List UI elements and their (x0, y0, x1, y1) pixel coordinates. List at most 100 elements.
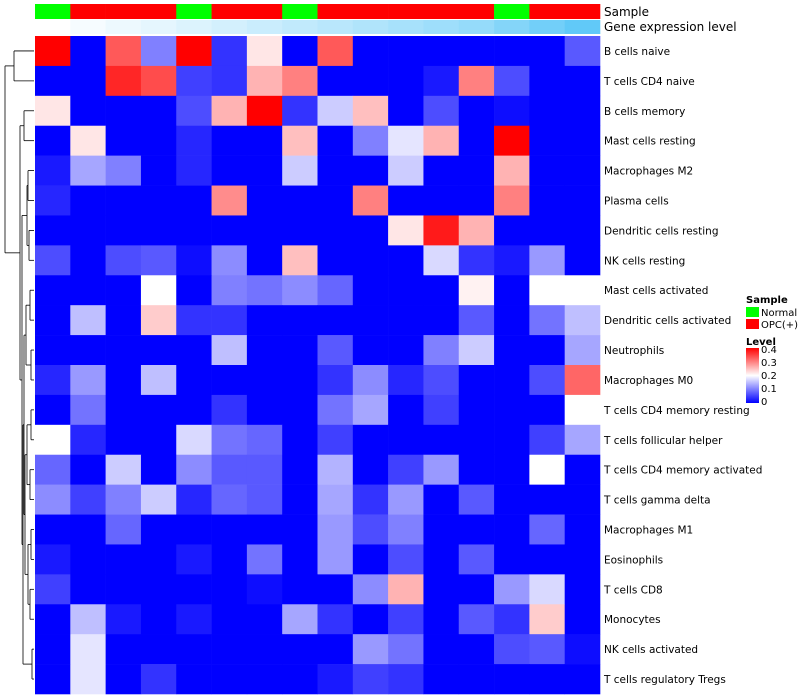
heatmap-cell (423, 305, 460, 336)
heatmap-cell (246, 305, 283, 336)
heatmap-cell (282, 394, 318, 426)
heatmap-cell (317, 394, 354, 426)
heatmap-cell (70, 36, 106, 67)
heatmap-cell (70, 454, 106, 485)
heatmap-cell (388, 664, 424, 695)
heatmap-cell (246, 634, 283, 665)
row-dendrogram (4, 50, 34, 680)
row-label: Macrophages M2 (604, 166, 693, 178)
heatmap-cell (35, 95, 71, 127)
heatmap-cell (494, 335, 530, 366)
heatmap-cell (282, 424, 318, 456)
row-label: T cells regulatory Tregs (603, 674, 726, 686)
heatmap-cell (564, 394, 601, 426)
heatmap-cell (458, 544, 495, 575)
heatmap-cell (494, 484, 530, 515)
sample-annotation-cell (105, 4, 142, 19)
heatmap-cell (494, 454, 530, 485)
heatmap-cell (564, 574, 601, 605)
heatmap-cell (140, 484, 177, 515)
heatmap-cell (35, 664, 71, 695)
heatmap-cell (388, 514, 424, 545)
heatmap-cell (282, 664, 318, 695)
level-colorbar (746, 348, 759, 403)
heatmap-cell (352, 215, 389, 246)
heatmap-cell (211, 155, 248, 186)
level-tick-0.2: 0.2 (761, 371, 777, 382)
row-label: T cells gamma delta (603, 495, 711, 507)
sample-annotation-cell (176, 4, 212, 19)
heatmap-cell (564, 245, 601, 276)
heatmap-cell (105, 155, 142, 186)
heatmap-cell (352, 484, 389, 515)
heatmap-cell (388, 155, 424, 186)
heatmap-cell (564, 185, 601, 216)
heatmap-cell (388, 185, 424, 216)
sample-legend: Sample Normal OPC(+) (746, 295, 798, 331)
heatmap-cell (140, 604, 177, 635)
heatmap-cell (423, 215, 460, 246)
sample-track-label: Sample (604, 5, 649, 19)
heatmap-cell (211, 65, 248, 97)
row-label: Macrophages M0 (604, 375, 693, 387)
heatmap-cell (494, 36, 530, 67)
expression-annotation-cell (70, 20, 106, 34)
heatmap-cell (352, 574, 389, 605)
heatmap-cell (246, 335, 283, 366)
heatmap-cell (494, 514, 530, 545)
heatmap-cell (211, 634, 248, 665)
heatmap-cell (282, 125, 318, 156)
heatmap-cell (494, 245, 530, 276)
heatmap-cell (282, 65, 318, 97)
heatmap-cell (352, 664, 389, 695)
heatmap-cell (388, 365, 424, 396)
expression-annotation-cell (352, 20, 389, 34)
heatmap-cell (211, 95, 248, 127)
heatmap-cell (317, 275, 354, 306)
sample-annotation-cell (140, 4, 177, 19)
heatmap-cell (282, 335, 318, 366)
heatmap-cell (388, 574, 424, 605)
heatmap-cell (317, 574, 354, 605)
heatmap-cell (140, 454, 177, 485)
heatmap-cell (105, 95, 142, 127)
heatmap-cell (211, 36, 248, 67)
heatmap-cell (105, 335, 142, 366)
heatmap-cell (140, 215, 177, 246)
heatmap-cell (35, 634, 71, 665)
heatmap-cell (176, 36, 212, 67)
heatmap-cell (423, 155, 460, 186)
heatmap-cell (423, 544, 460, 575)
sample-annotation-cell (35, 4, 71, 19)
heatmap-cell (494, 634, 530, 665)
expression-annotation-cell (35, 20, 71, 34)
heatmap-cell (35, 215, 71, 246)
heatmap-cell (246, 245, 283, 276)
heatmap-cell (176, 305, 212, 336)
heatmap-cell (458, 275, 495, 306)
heatmap-cell (317, 514, 354, 545)
heatmap-cell (282, 454, 318, 485)
heatmap-cell (35, 454, 71, 485)
heatmap-cell (140, 245, 177, 276)
sample-annotation-cell (494, 4, 530, 19)
heatmap-cell (105, 514, 142, 545)
heatmap-cell (211, 514, 248, 545)
heatmap-cell (35, 514, 71, 545)
heatmap-cell (458, 454, 495, 485)
annotation-tracks (35, 4, 601, 34)
heatmap-cell (282, 245, 318, 276)
heatmap-cell (529, 365, 565, 396)
heatmap-cell (211, 125, 248, 156)
row-label: Plasma cells (604, 196, 669, 208)
expression-annotation-cell (140, 20, 177, 34)
heatmap-cell (246, 125, 283, 156)
heatmap-cell (529, 604, 565, 635)
heatmap-cell (388, 125, 424, 156)
heatmap-cell (105, 245, 142, 276)
heatmap-cell (70, 65, 106, 97)
heatmap-cell (176, 664, 212, 695)
heatmap-cell (35, 155, 71, 186)
heatmap-cell (388, 305, 424, 336)
